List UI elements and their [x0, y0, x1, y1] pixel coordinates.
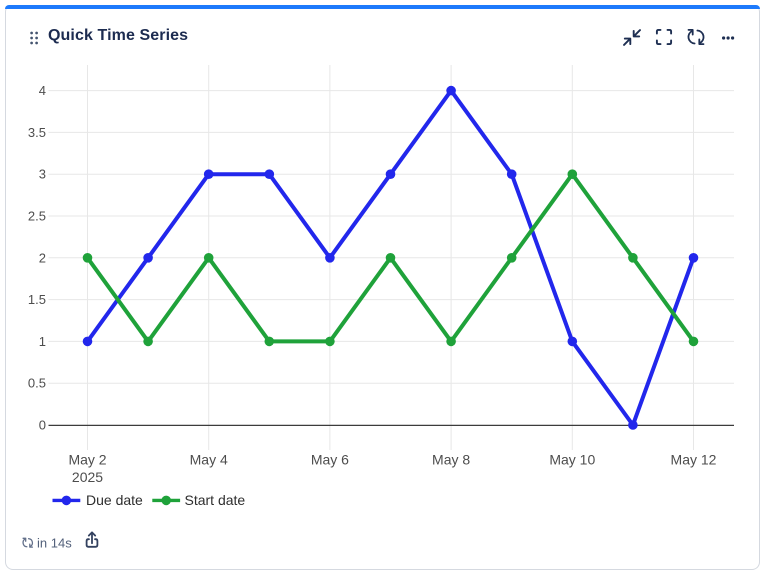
svg-text:4: 4 — [39, 83, 46, 98]
svg-text:May 2: May 2 — [68, 452, 106, 468]
svg-text:2.5: 2.5 — [28, 209, 46, 224]
svg-text:May 6: May 6 — [311, 452, 349, 468]
svg-text:1: 1 — [39, 334, 46, 349]
svg-text:in 14s: in 14s — [37, 535, 72, 550]
svg-text:May 8: May 8 — [432, 452, 470, 468]
svg-text:0: 0 — [39, 418, 46, 433]
svg-text:Due date: Due date — [86, 492, 143, 508]
svg-text:2025: 2025 — [72, 469, 103, 485]
svg-text:0.5: 0.5 — [28, 376, 46, 391]
svg-text:3.5: 3.5 — [28, 125, 46, 140]
svg-text:1.5: 1.5 — [28, 292, 46, 307]
svg-text:May 10: May 10 — [549, 452, 595, 468]
svg-text:2: 2 — [39, 250, 46, 265]
svg-text:3: 3 — [39, 167, 46, 182]
svg-text:May 4: May 4 — [190, 452, 228, 468]
svg-text:May 12: May 12 — [671, 452, 717, 468]
svg-text:Start date: Start date — [185, 492, 246, 508]
